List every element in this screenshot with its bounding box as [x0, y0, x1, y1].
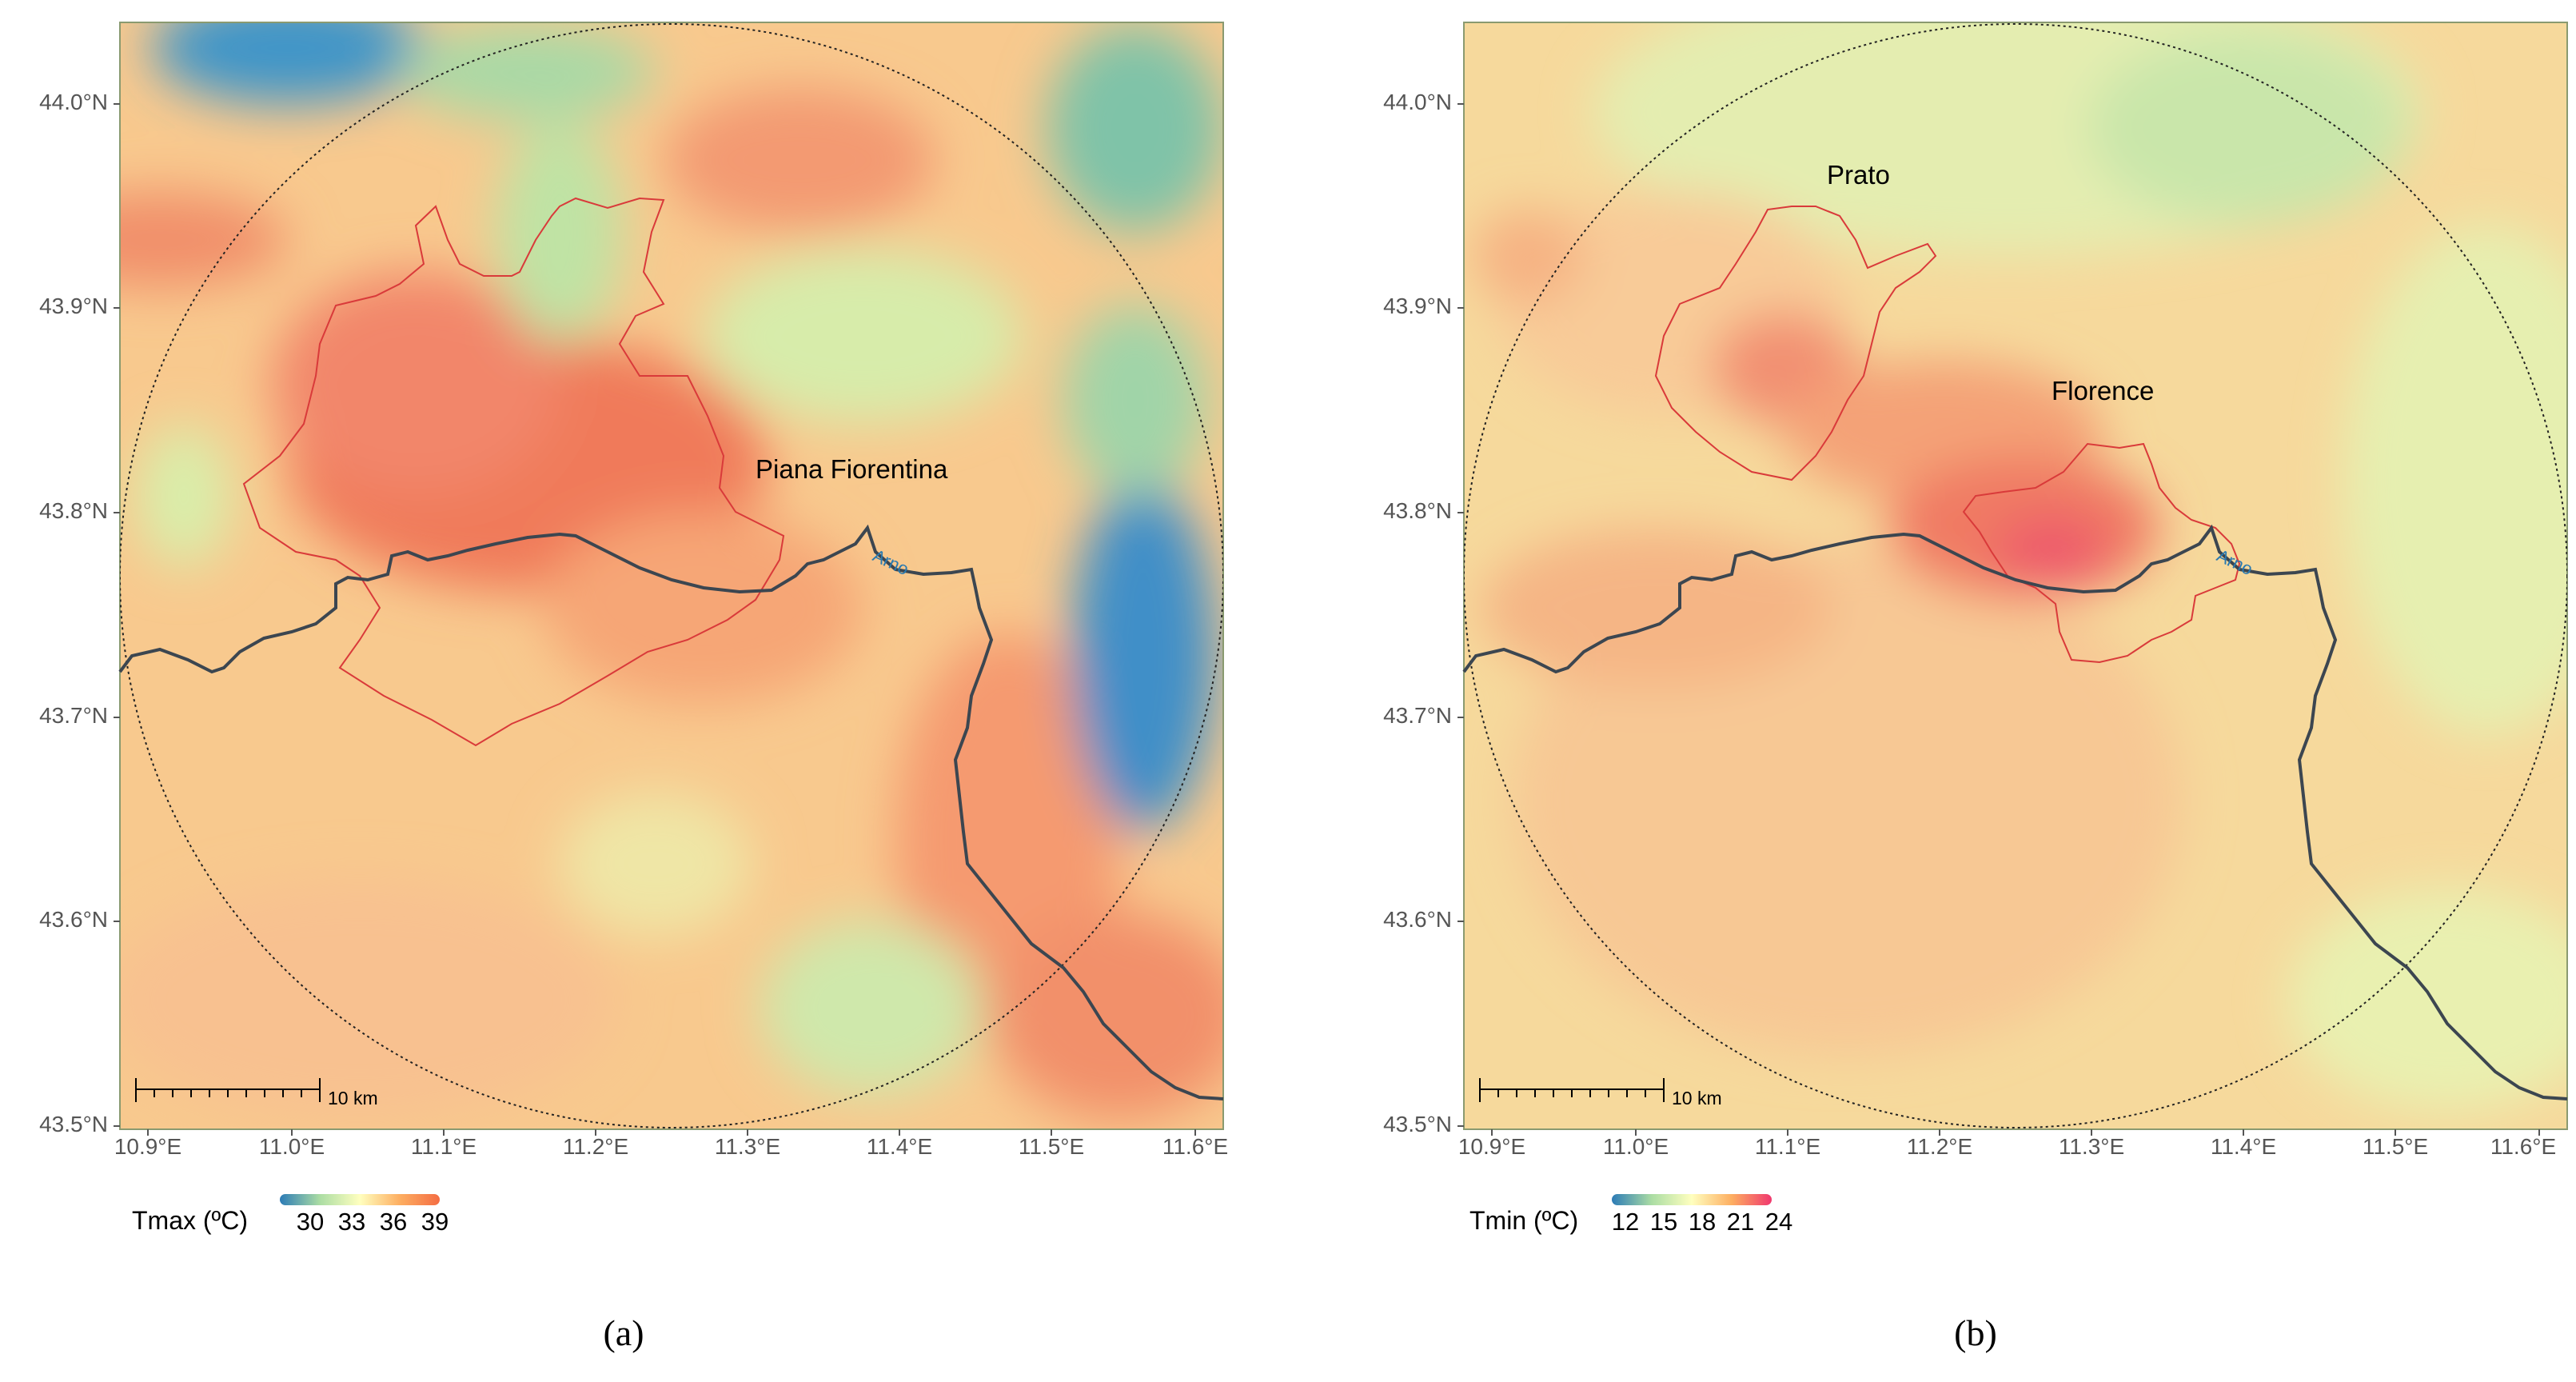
x-tick-label: 10.9°E [114, 1134, 182, 1159]
prato-boundary [1654, 206, 1937, 481]
legend-title-b: Tmin (ºC) [1469, 1206, 1579, 1235]
arno-river-b [1462, 524, 2568, 1100]
legend-tick-label: 12 [1611, 1208, 1640, 1236]
legend-tick-label: 24 [1765, 1208, 1793, 1236]
scale-bar-a [135, 1078, 321, 1102]
y-tick-label: 43.7°N [1383, 703, 1452, 728]
scale-bar-label-b: 10 km [1672, 1088, 1722, 1108]
y-tick-label: 43.7°N [39, 703, 108, 728]
x-tick-label: 11.3°E [2058, 1134, 2125, 1159]
y-tick-label: 43.9°N [39, 294, 108, 318]
y-tick-label: 43.8°N [39, 498, 108, 523]
temperature-raster-a [120, 22, 1223, 1129]
x-tick-label: 11.3°E [714, 1134, 781, 1159]
legend-tick-label: 30 [296, 1208, 325, 1236]
map-panel-b: Arno Prato Florence 10 km 44.0°N 43.9°N … [1288, 0, 2576, 1382]
piana-fiorentina-boundary [242, 197, 785, 747]
x-tick-label: 11.5°E [2362, 1134, 2429, 1159]
x-tick-label: 11.5°E [1018, 1134, 1085, 1159]
place-label-florence: Florence [2052, 376, 2155, 405]
x-tick-label: 11.2°E [1906, 1134, 1973, 1159]
y-tick-label: 43.6°N [39, 907, 108, 932]
y-tick-label: 43.6°N [1383, 907, 1452, 932]
arno-river-a [118, 524, 1224, 1100]
legend-tick-label: 18 [1688, 1208, 1717, 1236]
panel-caption-a: (a) [603, 1312, 644, 1353]
y-tick-label: 43.9°N [1383, 294, 1452, 318]
x-tick-label: 11.0°E [258, 1134, 325, 1159]
legend-tick-label: 39 [421, 1208, 449, 1236]
place-label-piana-fiorentina: Piana Fiorentina [756, 454, 948, 484]
axis-ticks-a [114, 103, 1196, 1136]
panel-caption-b: (b) [1954, 1312, 1997, 1353]
legend-colorbar-a [280, 1194, 440, 1205]
x-tick-label: 11.2°E [562, 1134, 629, 1159]
map-a-svg: Arno [114, 22, 1224, 1136]
y-tick-label: 43.5°N [39, 1112, 108, 1136]
temperature-raster-b [1464, 22, 2567, 1129]
legend-tick-label: 21 [1726, 1208, 1755, 1236]
y-tick-label: 43.8°N [1383, 498, 1452, 523]
florence-boundary [1962, 442, 2241, 664]
x-tick-label: 11.4°E [866, 1134, 933, 1159]
legend-title-a: Tmax (ºC) [132, 1206, 248, 1235]
y-tick-label: 43.5°N [1383, 1112, 1452, 1136]
legend-tick-label: 36 [379, 1208, 408, 1236]
y-tick-label: 44.0°N [39, 90, 108, 114]
x-tick-label: 11.4°E [2210, 1134, 2277, 1159]
map-panel-a: Arno Piana Fiorentina 10 km 44.0°N 43.9°… [39, 22, 1229, 1353]
x-tick-label: 11.6°E [2490, 1134, 2557, 1159]
x-tick-label: 11.0°E [1602, 1134, 1669, 1159]
axis-ticks-b [1457, 103, 2540, 1136]
y-tick-label: 44.0°N [1383, 90, 1452, 114]
legend-tick-label: 33 [337, 1208, 366, 1236]
legend-tick-label: 15 [1649, 1208, 1678, 1236]
scale-bar-b [1479, 1078, 1665, 1102]
legend-colorbar-b [1612, 1194, 1772, 1205]
scale-bar-label-a: 10 km [328, 1088, 378, 1108]
place-label-prato: Prato [1827, 160, 1890, 190]
x-tick-label: 11.1°E [410, 1134, 477, 1159]
map-b-svg: Arno [1457, 22, 2568, 1136]
x-tick-label: 11.6°E [1162, 1134, 1229, 1159]
x-tick-label: 11.1°E [1754, 1134, 1821, 1159]
x-tick-label: 10.9°E [1457, 1134, 1526, 1159]
